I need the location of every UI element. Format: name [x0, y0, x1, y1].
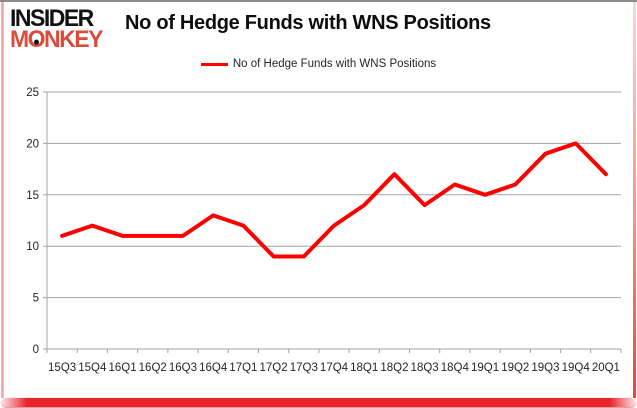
x-axis-label-17Q2: 17Q2	[260, 362, 288, 374]
x-axis-label-17Q3: 17Q3	[290, 362, 318, 374]
x-axis-label-20Q1: 20Q1	[592, 362, 620, 374]
logo-word-insider: INSIDER	[10, 3, 94, 32]
x-axis-label-16Q3: 16Q3	[169, 362, 197, 374]
x-axis-label-19Q2: 19Q2	[501, 362, 529, 374]
x-axis-label-19Q1: 19Q1	[471, 362, 499, 374]
x-axis-label-15Q3: 15Q3	[48, 362, 76, 374]
frame-border-right	[633, 2, 636, 398]
x-axis-label-19Q4: 19Q4	[562, 362, 591, 374]
x-axis-label-18Q4: 18Q4	[441, 362, 470, 374]
y-axis-label-10: 10	[26, 241, 39, 253]
y-axis-label-15: 15	[26, 190, 39, 202]
chart-legend: No of Hedge Funds with WNS Positions	[0, 56, 637, 72]
x-axis-label-16Q1: 16Q1	[108, 362, 136, 374]
frame-border-top	[0, 0, 637, 2]
legend-label: No of Hedge Funds with WNS Positions	[232, 58, 437, 70]
x-axis-label-17Q1: 17Q1	[229, 362, 257, 374]
x-axis-label-16Q4: 16Q4	[199, 362, 228, 374]
x-axis-label-18Q3: 18Q3	[411, 362, 439, 374]
y-axis-label-5: 5	[33, 293, 39, 305]
series-line	[60, 141, 608, 259]
x-axis-label-15Q4: 15Q4	[78, 362, 107, 374]
y-axis-label-25: 25	[26, 87, 39, 99]
frame-border-left	[1, 2, 4, 398]
insider-monkey-logo: INSIDER MONKEY	[10, 3, 103, 53]
x-axis-label-16Q2: 16Q2	[139, 362, 167, 374]
logo-word-monkey: MONKEY	[10, 25, 103, 53]
x-axis-label-19Q3: 19Q3	[531, 362, 559, 374]
x-axis-label-18Q1: 18Q1	[350, 362, 378, 374]
chart-title: No of Hedge Funds with WNS Positions	[125, 12, 491, 34]
x-axis-label-18Q2: 18Q2	[380, 362, 408, 374]
frame-border-bottom	[2, 398, 635, 407]
legend-line-swatch	[200, 62, 228, 66]
y-axis-label-0: 0	[33, 344, 39, 356]
x-axis-label-17Q4: 17Q4	[320, 362, 349, 374]
y-axis-label-20: 20	[26, 138, 39, 150]
